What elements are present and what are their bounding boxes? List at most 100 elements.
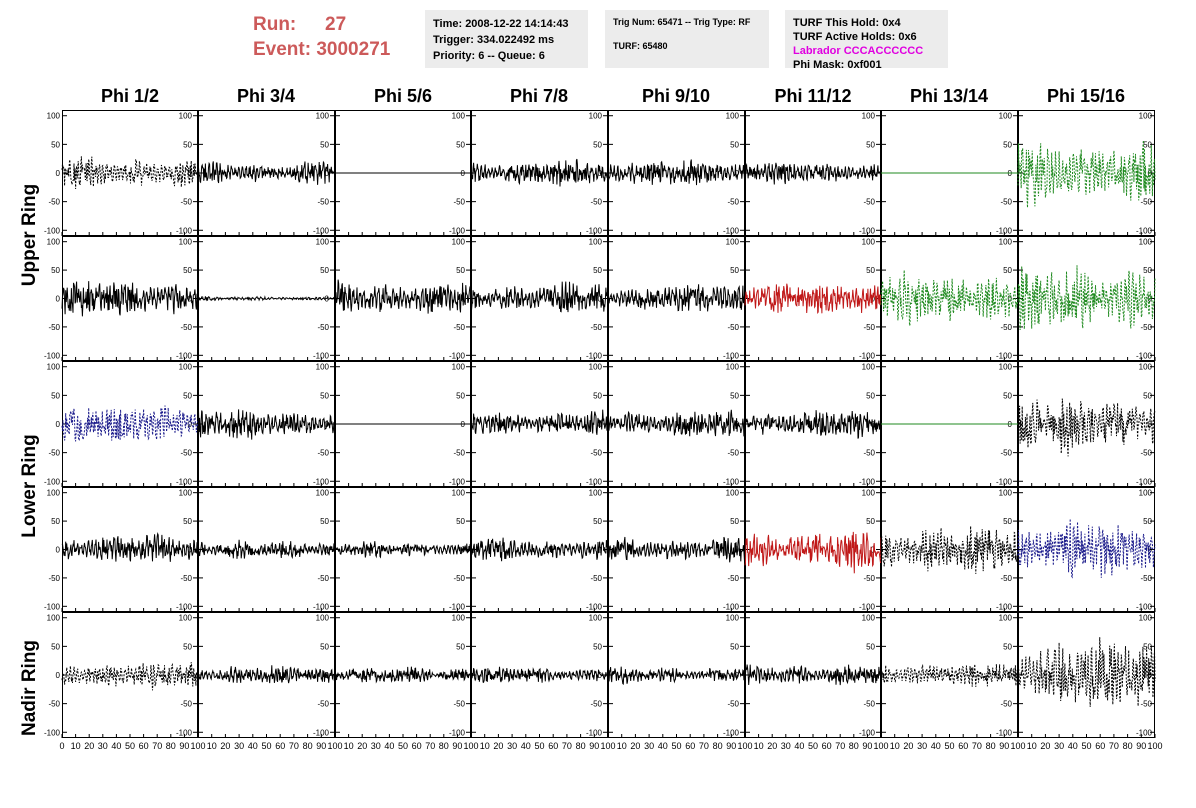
labrador-text: Labrador CCCACCCCCC bbox=[793, 45, 924, 57]
x-tick-label: 90 bbox=[452, 741, 462, 751]
y-tick-label: 50 bbox=[593, 266, 602, 275]
y-tick-label: 50 bbox=[183, 140, 192, 149]
waveform-trace bbox=[197, 295, 336, 302]
y-tick-label: -50 bbox=[453, 323, 465, 332]
y-tick-label: 100 bbox=[47, 238, 61, 247]
y-tick-label: 50 bbox=[320, 140, 329, 149]
y-tick-label: 50 bbox=[456, 140, 465, 149]
x-tick-label: 10 bbox=[480, 741, 490, 751]
x-tick-label: 10 bbox=[71, 741, 81, 751]
y-tick-label: 50 bbox=[456, 391, 465, 400]
x-tick-label: 50 bbox=[398, 741, 408, 751]
panel-r2-c4: -100 -50 0 50 100 bbox=[470, 236, 609, 361]
run-event-block: Run: 27 Event: 3000271 bbox=[253, 12, 390, 62]
panel-r2-c5: -100 -50 0 50 100 bbox=[607, 236, 746, 361]
y-tick-label: 50 bbox=[456, 266, 465, 275]
y-tick-label: -50 bbox=[863, 574, 875, 583]
y-tick-label: -50 bbox=[590, 700, 602, 709]
y-tick-label: 100 bbox=[589, 489, 603, 498]
waveform-trace bbox=[61, 156, 199, 190]
y-tick-label: 100 bbox=[179, 238, 193, 247]
waveform-trace bbox=[197, 665, 336, 684]
time-info-box: Time: 2008-12-22 14:14:43 Trigger: 334.0… bbox=[425, 10, 588, 68]
column-header-phi-9-10: Phi 9/10 bbox=[641, 86, 711, 106]
x-tick-label: 10 bbox=[344, 741, 354, 751]
y-tick-label: 100 bbox=[862, 112, 876, 121]
y-tick-label: -100 bbox=[176, 351, 193, 360]
waveform-trace bbox=[880, 526, 1019, 574]
x-tick-label: 90 bbox=[726, 741, 736, 751]
y-tick-label: -100 bbox=[723, 602, 740, 611]
y-tick-label: 50 bbox=[730, 266, 739, 275]
y-tick-label: 0 bbox=[1148, 671, 1153, 680]
x-tick-label: 10 bbox=[890, 741, 900, 751]
y-tick-label: -100 bbox=[449, 477, 466, 486]
x-tick-label: 30 bbox=[917, 741, 927, 751]
y-tick-label: -100 bbox=[44, 226, 61, 235]
x-tick-label: 30 bbox=[1054, 741, 1064, 751]
y-tick-label: -50 bbox=[1140, 323, 1152, 332]
column-header-phi-7-8: Phi 7/8 bbox=[509, 86, 569, 106]
y-tick-label: -50 bbox=[1140, 574, 1152, 583]
x-tick-label: 90 bbox=[1136, 741, 1146, 751]
x-tick-label: 10 bbox=[1027, 741, 1037, 751]
y-tick-label: 50 bbox=[730, 140, 739, 149]
waveform-trace bbox=[744, 664, 882, 686]
y-tick-label: 50 bbox=[866, 140, 875, 149]
panel-frame bbox=[1018, 487, 1155, 612]
y-tick-label: 50 bbox=[1003, 140, 1012, 149]
y-tick-label: 100 bbox=[1139, 238, 1153, 247]
y-tick-label: -50 bbox=[590, 198, 602, 207]
y-tick-label: 100 bbox=[452, 112, 466, 121]
y-tick-label: -50 bbox=[453, 449, 465, 458]
y-tick-label: 100 bbox=[589, 614, 603, 623]
panel-r2-c2: -100 -50 0 50 100 bbox=[197, 236, 336, 361]
x-tick-label: 20 bbox=[1040, 741, 1050, 751]
y-tick-label: 100 bbox=[316, 614, 330, 623]
y-tick-label: -50 bbox=[180, 700, 192, 709]
x-tick-label: 80 bbox=[166, 741, 176, 751]
y-tick-label: 0 bbox=[598, 295, 603, 304]
y-tick-label: -50 bbox=[317, 449, 329, 458]
y-tick-label: 100 bbox=[999, 112, 1013, 121]
y-tick-label: -100 bbox=[44, 728, 61, 737]
x-tick-label: 90 bbox=[316, 741, 326, 751]
y-tick-label: -50 bbox=[590, 323, 602, 332]
y-tick-label: -50 bbox=[317, 574, 329, 583]
x-tick-label: 40 bbox=[111, 741, 121, 751]
y-tick-label: -50 bbox=[48, 700, 60, 709]
y-tick-label: -50 bbox=[180, 323, 192, 332]
x-tick-label: 80 bbox=[849, 741, 859, 751]
x-tick-label: 100 bbox=[873, 741, 888, 751]
y-tick-label: 50 bbox=[730, 391, 739, 400]
y-tick-label: 0 bbox=[735, 295, 740, 304]
y-tick-label: -50 bbox=[727, 198, 739, 207]
y-tick-label: 100 bbox=[862, 363, 876, 372]
panel-r2-c6: -100 -50 0 50 100 bbox=[744, 236, 882, 361]
y-tick-label: -100 bbox=[859, 351, 876, 360]
y-tick-label: -50 bbox=[180, 449, 192, 458]
x-tick-label: 70 bbox=[152, 741, 162, 751]
trigger-text: Trigger: 334.022492 ms bbox=[433, 34, 555, 46]
y-tick-label: 50 bbox=[593, 391, 602, 400]
x-tick-label: 60 bbox=[412, 741, 422, 751]
waveform-trace bbox=[744, 283, 882, 314]
panel-r4-c4: -100 -50 0 50 100 bbox=[470, 487, 609, 612]
y-tick-label: -50 bbox=[727, 323, 739, 332]
x-tick-label: 90 bbox=[862, 741, 872, 751]
y-tick-label: 0 bbox=[56, 169, 61, 178]
x-tick-label: 40 bbox=[1068, 741, 1078, 751]
y-tick-label: 0 bbox=[325, 169, 330, 178]
waveform-trace bbox=[334, 541, 472, 559]
y-tick-label: 50 bbox=[866, 391, 875, 400]
column-header-phi-1-2: Phi 1/2 bbox=[100, 86, 160, 106]
y-tick-label: 100 bbox=[1139, 112, 1153, 121]
x-tick-label: 20 bbox=[357, 741, 367, 751]
x-tick-label: 30 bbox=[644, 741, 654, 751]
y-tick-label: 50 bbox=[183, 642, 192, 651]
